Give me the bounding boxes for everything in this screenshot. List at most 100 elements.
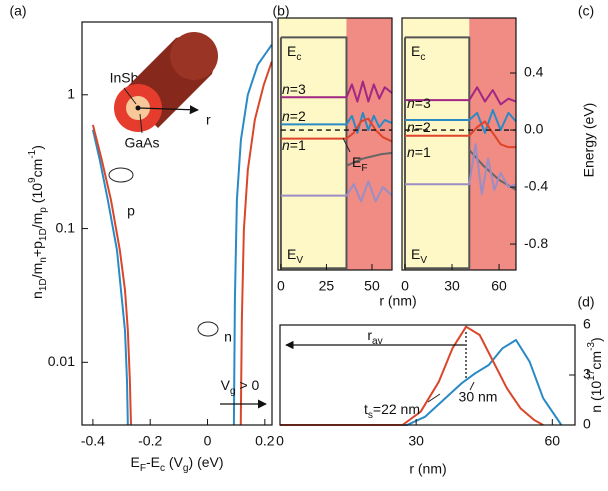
- series-line: [239, 61, 273, 426]
- annotation: 30 nm: [459, 389, 498, 405]
- annotation: n=1: [282, 137, 306, 153]
- annotation-part: =2: [415, 119, 431, 135]
- y-axis-label-part: cm: [588, 351, 604, 370]
- x-axis-label-part: E: [130, 454, 139, 470]
- series-line: [280, 117, 393, 143]
- leader: [469, 381, 475, 391]
- annotation: rav: [367, 327, 382, 347]
- x-tick-label: -0.2: [138, 433, 162, 449]
- y-axis-label-part: p: [38, 207, 49, 213]
- panel-label: (c): [578, 3, 594, 19]
- y-axis-label-part: /m: [29, 263, 45, 279]
- y-axis-label-part: 17: [586, 369, 597, 381]
- annotation: p: [127, 203, 135, 219]
- series-line: [280, 339, 563, 426]
- plot-frame: [81, 21, 273, 426]
- annotation-part: =1: [415, 144, 431, 160]
- y-axis-label-part: cm: [29, 159, 45, 178]
- annotation-part: V: [296, 255, 303, 266]
- series-line: [232, 44, 273, 426]
- annotation-part: n: [407, 144, 415, 160]
- annotation-part: t: [364, 401, 368, 417]
- annotation-part: E: [352, 154, 361, 170]
- panel-label: (d): [577, 294, 594, 310]
- annotation-part: E: [287, 43, 296, 59]
- x-tick-label: 0: [204, 433, 212, 449]
- x-tick-label: 60: [545, 433, 561, 449]
- y-axis-label-part: n (10: [588, 381, 604, 413]
- leader: [123, 87, 137, 105]
- y-tick-label: -0.8: [524, 235, 548, 251]
- y-axis-label: n1D/mn+p1D/mp (109cm-1): [27, 145, 49, 299]
- x-axis-label-part: (V: [165, 454, 184, 470]
- y-axis-label-part: n: [38, 257, 49, 263]
- series-line: [404, 86, 517, 106]
- series-line: [404, 120, 516, 149]
- core-region: [278, 18, 347, 270]
- r-arrow: [138, 105, 199, 115]
- plot-frame: [277, 17, 393, 271]
- core-dot: [135, 105, 141, 111]
- y-axis-label-part: 9: [27, 177, 38, 183]
- y-axis-label-part: -3: [586, 342, 597, 351]
- series-line: [280, 80, 393, 103]
- series-line: [403, 36, 471, 270]
- shell-region: [346, 18, 392, 270]
- annotation: n=3: [282, 81, 306, 97]
- x-tick-label: 0: [277, 278, 285, 294]
- series-line: [280, 325, 544, 426]
- wire-end: [170, 32, 218, 80]
- y-axis-label-part: -1: [27, 149, 38, 158]
- y-tick-label: 0: [583, 416, 591, 432]
- annotation-part: > 0: [236, 377, 260, 393]
- x-axis-label: r (nm): [379, 293, 416, 309]
- annotation-part: =2: [290, 108, 306, 124]
- y-axis-label-part: 1D: [38, 228, 49, 241]
- x-axis-label: r (nm): [409, 461, 446, 477]
- annotation: EV: [287, 246, 303, 266]
- annotation-part: av: [372, 336, 383, 347]
- annotation: n=2: [407, 119, 431, 135]
- x-tick-label: 30: [444, 278, 460, 294]
- annotation-part: =3: [290, 81, 306, 97]
- series-line: [280, 180, 393, 203]
- series-line: [404, 143, 517, 196]
- y-tick-label: 0.0: [524, 121, 544, 137]
- x-tick-label: 0.2: [255, 433, 275, 449]
- leader: [139, 113, 143, 134]
- annotation-part: =22 nm: [373, 401, 420, 417]
- annotation: EF: [352, 154, 368, 174]
- x-tick-label: 50: [364, 278, 380, 294]
- plot-frame: [401, 17, 517, 271]
- x-axis-label-part: c: [160, 463, 165, 474]
- y-tick-label: 0.4: [524, 64, 544, 80]
- annotation-part: E: [411, 43, 420, 59]
- y-tick-label: -0.4: [524, 178, 548, 194]
- core-region: [402, 18, 470, 270]
- y-tick-label: 6: [583, 316, 591, 332]
- x-tick-label: 25: [319, 278, 335, 294]
- annotation-part: n: [407, 119, 415, 135]
- annotation-part: F: [361, 163, 367, 174]
- y-tick-label: 3: [583, 366, 591, 382]
- annotation-part: n: [407, 95, 415, 111]
- annotation: InSb: [110, 70, 139, 86]
- plot-frame: [279, 324, 576, 426]
- y-tick-label: 0.1: [56, 219, 76, 235]
- annotation: n=3: [407, 95, 431, 111]
- x-axis-label-part: F: [140, 463, 146, 474]
- series-line: [346, 151, 393, 167]
- annotation-part: g: [230, 386, 236, 397]
- leader: [342, 137, 351, 153]
- annotation: Ec: [287, 43, 301, 63]
- shell-region: [469, 18, 516, 270]
- leader: [427, 393, 441, 403]
- series-line: [91, 129, 129, 426]
- annotation-part: E: [287, 246, 296, 262]
- y-axis-label-part: +p: [29, 241, 45, 257]
- y-axis-label: n (1017cm-3): [586, 337, 604, 412]
- x-axis-label-part: g: [183, 463, 189, 474]
- annotation-part: r: [367, 327, 372, 343]
